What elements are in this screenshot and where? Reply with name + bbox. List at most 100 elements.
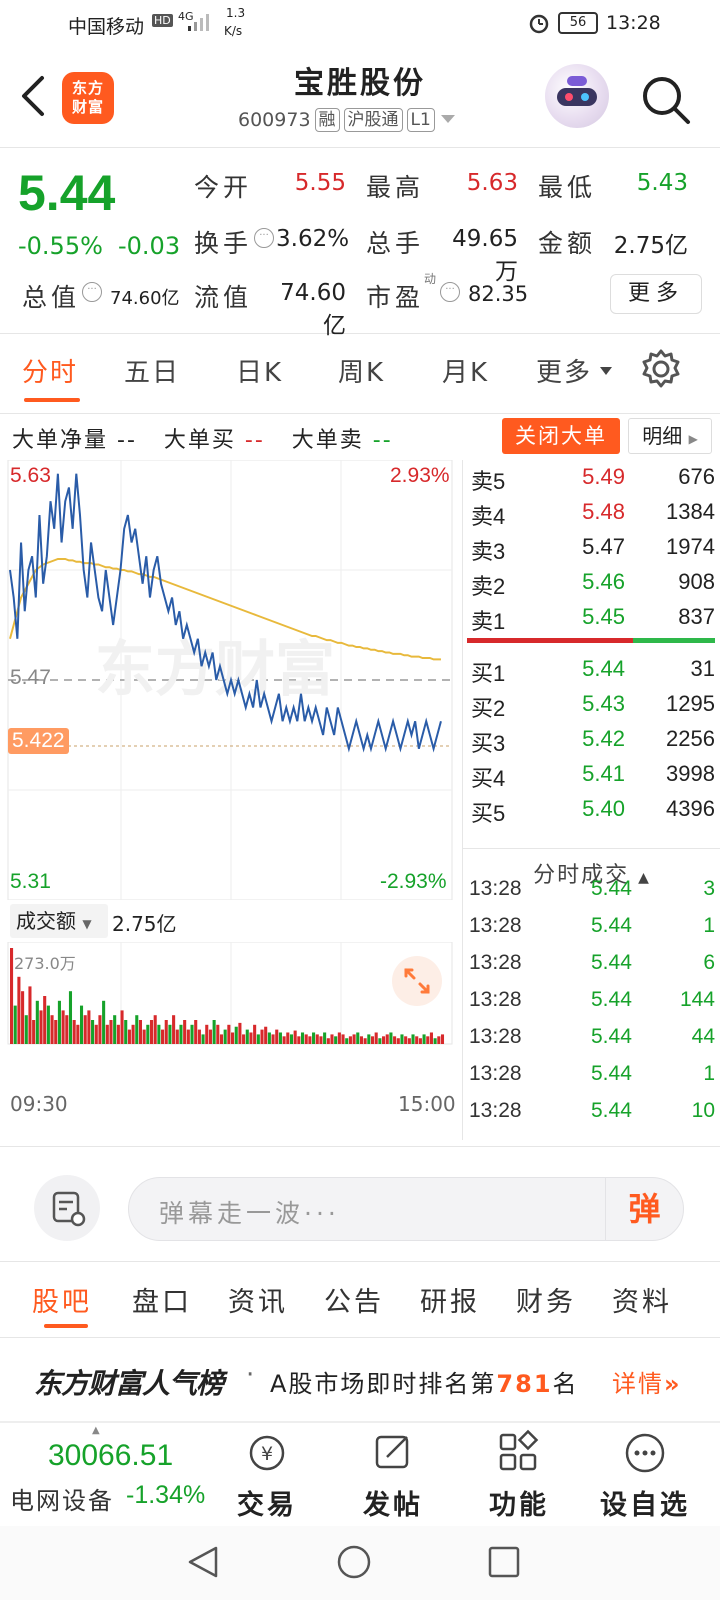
danmaku-settings-icon[interactable] bbox=[34, 1175, 100, 1241]
tab-five-day[interactable]: 五日 bbox=[124, 358, 181, 388]
bid-price: 5.43 bbox=[582, 691, 625, 716]
popularity-banner[interactable]: 东方财富人气榜 · A股市场即时排名第781名 详情» bbox=[0, 1338, 720, 1422]
ask-row[interactable]: 卖3 5.47 1974 bbox=[463, 530, 720, 566]
info-icon[interactable]: ··· bbox=[254, 228, 274, 248]
bid-row[interactable]: 买1 5.44 31 bbox=[463, 652, 720, 688]
popularity-brand: 东方财富人气榜 bbox=[34, 1367, 224, 1400]
info-icon[interactable]: ··· bbox=[440, 282, 460, 302]
amount-value: 2.75亿 bbox=[613, 233, 688, 259]
back-icon[interactable] bbox=[14, 70, 54, 122]
volume-bar bbox=[186, 1029, 190, 1044]
volume-bar bbox=[289, 1034, 294, 1044]
settings-gear-icon[interactable] bbox=[640, 348, 682, 394]
volume-bar bbox=[46, 1005, 50, 1044]
volume-bar bbox=[334, 1036, 338, 1044]
tag-level[interactable]: L1 bbox=[406, 108, 435, 132]
tag-margin: 融 bbox=[314, 108, 340, 132]
volume-bar bbox=[426, 1036, 430, 1044]
tab-more[interactable]: 更多 bbox=[536, 358, 593, 388]
tab-research[interactable]: 研报 bbox=[420, 1287, 480, 1318]
volume-bar bbox=[13, 1005, 17, 1044]
volume-bar bbox=[161, 1029, 165, 1044]
volume-chart-svg bbox=[7, 942, 453, 1045]
volume-bar bbox=[382, 1036, 386, 1044]
back-triangle-icon[interactable] bbox=[186, 1544, 220, 1584]
big-order-bar: 大单净量 -- 大单买 -- 大单卖 -- 关闭大单 明细 ▶ bbox=[0, 414, 720, 460]
tick-volume: 10 bbox=[691, 1099, 715, 1122]
open-value: 5.55 bbox=[294, 170, 346, 196]
tab-pankou[interactable]: 盘口 bbox=[132, 1287, 192, 1318]
volume-bar bbox=[234, 1026, 238, 1044]
chevron-down-icon[interactable] bbox=[439, 109, 457, 131]
ask-price: 5.49 bbox=[582, 464, 625, 489]
expand-icon[interactable] bbox=[392, 956, 442, 1006]
price-chart-svg[interactable]: 东方财富 bbox=[0, 460, 462, 900]
tab-weekly-k[interactable]: 周K bbox=[338, 358, 386, 388]
battery-level: 56 bbox=[569, 15, 587, 30]
tab-daily-k[interactable]: 日K bbox=[236, 358, 284, 388]
app-logo[interactable]: 东方 财富 bbox=[62, 72, 114, 124]
sector-index[interactable]: ▲ 30066.51 电网设备 -1.34% bbox=[0, 1423, 220, 1527]
ask-row[interactable]: 卖5 5.49 676 bbox=[463, 460, 720, 496]
volume-bar bbox=[437, 1036, 441, 1044]
detail-button[interactable]: 明细 ▶ bbox=[628, 418, 712, 454]
danmaku-send-button[interactable]: 弹 bbox=[605, 1178, 683, 1240]
ask-row[interactable]: 卖4 5.48 1384 bbox=[463, 495, 720, 531]
volume-metric-select[interactable]: 成交额 ▼ bbox=[10, 904, 108, 938]
volume-bar bbox=[172, 1015, 176, 1044]
caret-down-icon[interactable] bbox=[598, 362, 614, 381]
home-circle-icon[interactable] bbox=[336, 1544, 372, 1584]
volume-bar bbox=[341, 1034, 345, 1044]
ask-row[interactable]: 卖2 5.46 908 bbox=[463, 565, 720, 601]
ticks-header[interactable]: 分时成交 ▲ bbox=[463, 848, 720, 892]
volume-bar bbox=[212, 1020, 216, 1044]
nav-post[interactable]: 发帖 bbox=[338, 1429, 448, 1525]
more-button[interactable]: 更多 bbox=[610, 274, 702, 314]
intraday-chart[interactable]: 东方财富 5.63 5.47 5.31 2.93% -2.93% 5.422 成… bbox=[0, 460, 462, 1140]
recents-square-icon[interactable] bbox=[486, 1544, 522, 1584]
bid-row[interactable]: 买3 5.42 2256 bbox=[463, 722, 720, 758]
tick-time: 13:28 bbox=[469, 1099, 522, 1122]
pct-axis-top: 2.93% bbox=[390, 464, 450, 487]
volume-bar bbox=[367, 1034, 371, 1044]
turnover-value: 3.62% bbox=[276, 226, 350, 252]
ask-price: 5.48 bbox=[582, 499, 625, 524]
high-value: 5.63 bbox=[466, 170, 518, 196]
tab-guba[interactable]: 股吧 bbox=[32, 1287, 92, 1318]
popularity-detail-link[interactable]: 详情» bbox=[612, 1364, 682, 1399]
pct-axis-bottom: -2.93% bbox=[380, 870, 447, 893]
mktcap-label: 总值 bbox=[22, 283, 81, 312]
ask-row[interactable]: 卖1 5.45 837 bbox=[463, 600, 720, 636]
info-icon[interactable]: ··· bbox=[82, 282, 102, 302]
bid-row[interactable]: 买5 5.40 4396 bbox=[463, 792, 720, 828]
volume-bar bbox=[39, 1010, 43, 1044]
nav-trade[interactable]: ¥ 交易 bbox=[212, 1429, 322, 1525]
search-icon[interactable] bbox=[640, 74, 692, 126]
tab-intraday[interactable]: 分时 bbox=[22, 358, 79, 388]
tab-monthly-k[interactable]: 月K bbox=[442, 358, 490, 388]
tick-price: 5.44 bbox=[591, 1062, 632, 1085]
big-order-buy-label: 大单买 bbox=[163, 428, 236, 453]
tab-announcements[interactable]: 公告 bbox=[324, 1287, 384, 1318]
float-label: 流值 bbox=[194, 283, 253, 312]
volume-bar bbox=[105, 1024, 109, 1044]
bid-row[interactable]: 买2 5.43 1295 bbox=[463, 687, 720, 723]
danmaku-input[interactable]: 弹幕走一波··· 弹 bbox=[128, 1177, 684, 1241]
tick-price: 5.44 bbox=[591, 951, 632, 974]
big-order-net-value: -- bbox=[117, 428, 137, 453]
volume-bar bbox=[304, 1034, 308, 1044]
tab-news[interactable]: 资讯 bbox=[228, 1287, 288, 1318]
close-big-order-button[interactable]: 关闭大单 bbox=[502, 418, 620, 454]
ask-volume: 908 bbox=[678, 569, 715, 594]
bid-row[interactable]: 买4 5.41 3998 bbox=[463, 757, 720, 793]
nav-add-watchlist[interactable]: 设自选 bbox=[590, 1429, 700, 1525]
volume-bar bbox=[190, 1024, 194, 1044]
assistant-avatar[interactable] bbox=[545, 64, 609, 128]
tab-finance[interactable]: 财务 bbox=[516, 1287, 576, 1318]
volume-bar bbox=[297, 1036, 301, 1044]
ask-level-label: 卖1 bbox=[471, 609, 506, 634]
tab-profile[interactable]: 资料 bbox=[612, 1287, 672, 1318]
open-label: 今开 bbox=[194, 173, 253, 202]
nav-functions[interactable]: 功能 bbox=[464, 1429, 574, 1525]
grid-icon bbox=[499, 1429, 539, 1471]
